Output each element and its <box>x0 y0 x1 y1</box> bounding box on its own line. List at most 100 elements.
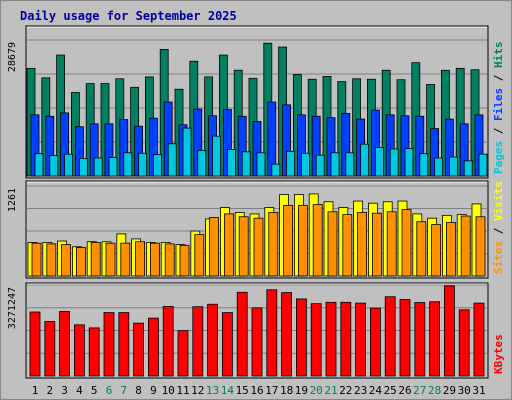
x-tick-label: 12 <box>191 384 204 397</box>
bar-sites-day-2 <box>46 243 57 277</box>
bar-pages-day-14 <box>226 149 236 177</box>
bar-pages-day-5 <box>93 157 103 177</box>
bar-sites-day-23 <box>357 212 368 277</box>
legend-visits: Visits <box>492 181 505 221</box>
bar-sites-day-13 <box>209 217 220 277</box>
series-files <box>30 101 484 177</box>
bar-sites-day-3 <box>61 244 71 277</box>
bar-pages-day-9 <box>152 154 162 177</box>
bar-pages-day-19 <box>300 152 310 177</box>
bar-pages-day-24 <box>374 147 384 177</box>
bar-sites-day-20 <box>312 204 323 277</box>
bar-pages-day-4 <box>79 158 88 177</box>
bar-pages-day-28 <box>434 157 444 177</box>
bar-sites-day-21 <box>327 211 338 277</box>
bar-sites-day-18 <box>283 204 294 277</box>
x-tick-label: 21 <box>324 384 337 397</box>
bar-sites-day-10 <box>164 243 175 277</box>
bar-sites-day-26 <box>401 209 412 277</box>
x-tick-label: 4 <box>76 384 83 397</box>
legend-kbytes: KBytes <box>492 334 505 374</box>
x-tick-label: 13 <box>206 384 219 397</box>
x-tick-label: 29 <box>443 384 456 397</box>
x-tick-label: 19 <box>295 384 308 397</box>
legend-pages: Pages <box>492 141 505 174</box>
bar-kbytes-day-9 <box>147 317 159 377</box>
bar-pages-day-8 <box>138 152 148 177</box>
legend-separator: / <box>492 221 505 241</box>
bar-sites-day-30 <box>460 215 471 277</box>
x-tick-label: 20 <box>310 384 323 397</box>
bar-pages-day-30 <box>463 160 473 177</box>
x-tick-label: 14 <box>221 384 235 397</box>
bar-kbytes-day-20 <box>310 303 322 377</box>
x-tick-label: 25 <box>384 384 397 397</box>
x-tick-label: 11 <box>176 384 189 397</box>
bar-kbytes-day-26 <box>399 299 411 377</box>
bar-pages-day-29 <box>448 156 458 177</box>
x-tick-label: 7 <box>120 384 127 397</box>
bar-sites-day-14 <box>223 213 234 277</box>
bar-kbytes-day-19 <box>295 298 307 377</box>
x-tick-label: 26 <box>398 384 411 397</box>
bar-kbytes-day-11 <box>177 330 189 377</box>
x-tick-label: 24 <box>369 384 383 397</box>
x-tick-label: 31 <box>472 384 485 397</box>
bar-pages-day-21 <box>330 152 340 177</box>
bar-kbytes-day-17 <box>266 289 278 377</box>
bar-kbytes-day-24 <box>369 307 381 377</box>
bar-kbytes-day-22 <box>340 301 352 377</box>
max-value-label: 28679 <box>7 42 18 72</box>
bar-pages-day-1 <box>34 153 44 177</box>
bar-sites-day-7 <box>120 242 131 277</box>
bar-kbytes-day-25 <box>384 296 396 377</box>
max-value-label: 1261 <box>7 188 18 212</box>
x-tick-label: 18 <box>280 384 293 397</box>
x-axis: 1 2 3 4 5 6 7 8 9 10 11 12 13 14 15 16 17 18 19 20 21 22 23 24 2… <box>32 384 486 397</box>
bar-sites-day-22 <box>342 214 353 277</box>
bar-kbytes-day-8 <box>133 322 145 377</box>
bar-sites-day-4 <box>76 247 86 277</box>
legend-files: Files <box>492 88 505 121</box>
series-pages <box>34 127 488 177</box>
bar-pages-day-23 <box>360 143 370 177</box>
legend-separator: / <box>492 68 505 88</box>
bar-sites-day-17 <box>268 212 279 277</box>
bar-kbytes-day-3 <box>59 311 70 377</box>
max-value-label: 3271247 <box>7 287 18 329</box>
x-tick-label: 9 <box>150 384 157 397</box>
bar-kbytes-day-7 <box>118 312 130 377</box>
bar-sites-day-15 <box>238 216 249 277</box>
legend-kbytes: KBytes <box>492 334 505 374</box>
bar-sites-day-31 <box>475 216 486 277</box>
bar-pages-day-20 <box>315 154 325 177</box>
x-tick-label: 6 <box>106 384 113 397</box>
bar-pages-day-31 <box>478 153 488 177</box>
x-tick-label: 16 <box>250 384 263 397</box>
bar-sites-day-5 <box>90 242 101 277</box>
x-tick-label: 17 <box>265 384 278 397</box>
x-tick-label: 5 <box>91 384 98 397</box>
x-tick-label: 8 <box>135 384 142 397</box>
bar-kbytes-day-15 <box>236 291 248 377</box>
bar-sites-day-29 <box>445 222 456 277</box>
bar-sites-day-8 <box>135 241 146 277</box>
legend-visits: Sites / Visits <box>492 181 505 274</box>
bar-pages-day-11 <box>182 127 192 177</box>
bar-pages-day-26 <box>404 148 414 177</box>
bar-sites-day-6 <box>105 242 116 277</box>
x-tick-label: 3 <box>61 384 68 397</box>
bar-kbytes-day-30 <box>458 309 470 377</box>
bar-pages-day-25 <box>389 148 399 177</box>
bar-pages-day-6 <box>108 157 118 177</box>
series-kbytes <box>29 285 485 377</box>
series-sites <box>31 204 486 277</box>
bar-pages-day-15 <box>241 151 251 177</box>
legend-sites: Sites <box>492 241 505 274</box>
bar-sites-day-16 <box>253 217 264 277</box>
bar-pages-day-2 <box>49 155 59 177</box>
bar-kbytes-day-5 <box>88 327 100 377</box>
bar-pages-day-27 <box>419 153 429 177</box>
x-tick-label: 27 <box>413 384 426 397</box>
